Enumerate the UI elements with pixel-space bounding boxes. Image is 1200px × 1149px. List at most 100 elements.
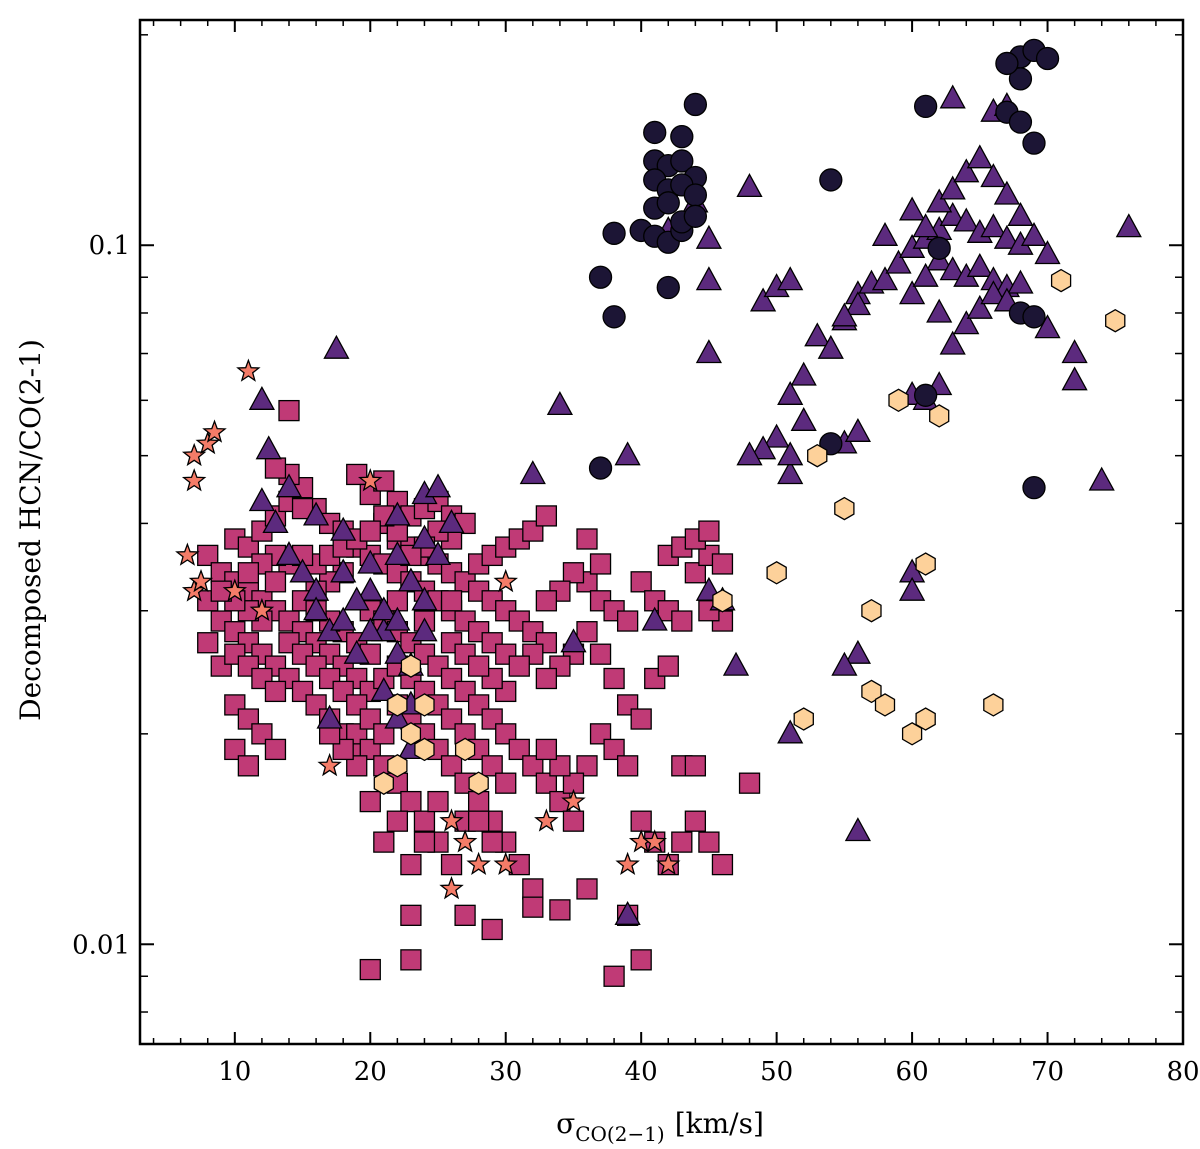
data-point-square bbox=[508, 738, 530, 761]
data-point-square bbox=[440, 755, 463, 777]
data-point-hexagon bbox=[414, 737, 435, 762]
data-point-triangle bbox=[926, 298, 953, 323]
series-hexagon bbox=[373, 268, 1126, 795]
data-point-square bbox=[535, 590, 558, 612]
data-point-triangle bbox=[695, 224, 722, 249]
data-point-triangle bbox=[939, 256, 966, 281]
data-point-triangle bbox=[330, 606, 357, 631]
data-point-triangle bbox=[939, 175, 966, 200]
data-point-hexagon bbox=[915, 707, 936, 731]
data-point-hexagon bbox=[793, 707, 814, 731]
data-point-square bbox=[616, 610, 639, 632]
data-point-square bbox=[400, 949, 422, 971]
data-point-square bbox=[467, 810, 490, 832]
data-point-star bbox=[202, 419, 227, 443]
data-point-star bbox=[656, 851, 681, 876]
data-point-star bbox=[181, 468, 207, 492]
x-axis-subscript: CO(2−1) bbox=[575, 1122, 665, 1146]
data-point-triangle bbox=[912, 213, 939, 238]
data-point-triangle bbox=[899, 280, 926, 305]
data-point-square bbox=[508, 655, 530, 677]
data-point-circle bbox=[656, 191, 680, 215]
data-point-triangle bbox=[384, 606, 411, 631]
data-point-hexagon bbox=[888, 388, 909, 413]
data-point-triangle bbox=[953, 158, 980, 183]
data-point-square bbox=[400, 790, 422, 813]
data-point-triangle bbox=[343, 639, 370, 664]
data-point-triangle bbox=[980, 163, 1007, 188]
x-tick-label: 70 bbox=[1031, 1057, 1064, 1087]
data-point-square bbox=[576, 621, 598, 643]
data-point-triangle bbox=[966, 252, 993, 277]
data-point-triangle bbox=[831, 651, 858, 676]
data-point-circle bbox=[913, 383, 938, 407]
data-point-triangle bbox=[817, 334, 844, 359]
data-point-square bbox=[197, 544, 219, 567]
x-tick-label: 30 bbox=[489, 1057, 522, 1087]
data-point-circle bbox=[588, 265, 613, 289]
data-point-triangle bbox=[980, 280, 1007, 305]
data-point-square bbox=[495, 772, 517, 794]
data-point-triangle bbox=[1007, 269, 1034, 294]
data-point-triangle bbox=[1034, 314, 1061, 339]
x-tick-label: 20 bbox=[354, 1057, 387, 1087]
data-point-triangle bbox=[777, 266, 804, 291]
data-point-square bbox=[630, 949, 652, 971]
data-point-circle bbox=[670, 125, 694, 149]
data-point-triangle bbox=[912, 262, 939, 287]
data-point-square bbox=[589, 553, 612, 575]
data-point-star bbox=[222, 578, 248, 602]
data-point-triangle bbox=[370, 596, 397, 621]
data-point-square bbox=[671, 610, 693, 632]
data-point-triangle bbox=[303, 596, 330, 621]
data-point-circle bbox=[1035, 46, 1060, 71]
data-point-square bbox=[603, 667, 625, 690]
data-point-square bbox=[481, 918, 503, 941]
data-point-square bbox=[522, 755, 544, 777]
data-point-square bbox=[576, 878, 598, 900]
data-point-triangle bbox=[695, 266, 722, 291]
data-point-square bbox=[698, 520, 720, 542]
data-point-circle bbox=[927, 236, 951, 260]
x-axis-symbol: σ bbox=[556, 1107, 575, 1140]
data-point-square bbox=[346, 755, 368, 777]
data-point-triangle bbox=[546, 391, 573, 416]
data-point-triangle bbox=[411, 617, 438, 642]
data-point-triangle bbox=[980, 213, 1007, 238]
data-point-star bbox=[466, 851, 491, 876]
data-point-square bbox=[630, 571, 652, 593]
data-point-triangle bbox=[275, 541, 303, 566]
data-point-triangle bbox=[926, 188, 953, 213]
data-point-square bbox=[237, 755, 260, 777]
data-point-triangle bbox=[844, 817, 871, 842]
series-star bbox=[175, 358, 681, 900]
data-point-hexagon bbox=[929, 404, 950, 428]
chart-marks bbox=[175, 38, 1142, 987]
data-point-triangle bbox=[1061, 339, 1088, 364]
data-point-hexagon bbox=[400, 722, 422, 746]
data-point-triangle bbox=[424, 473, 452, 498]
data-point-triangle bbox=[255, 435, 282, 460]
data-point-triangle bbox=[750, 287, 777, 312]
data-point-square bbox=[549, 755, 571, 777]
data-point-square bbox=[264, 571, 287, 593]
data-point-circle bbox=[1022, 131, 1046, 155]
data-point-triangle bbox=[641, 606, 668, 631]
data-point-circle bbox=[913, 94, 938, 119]
data-point-square bbox=[684, 755, 707, 777]
series-circle bbox=[588, 38, 1060, 500]
data-point-square bbox=[562, 810, 585, 832]
data-point-circle bbox=[683, 183, 708, 207]
data-point-circle bbox=[602, 221, 626, 245]
data-point-square bbox=[657, 655, 679, 677]
data-point-triangle bbox=[695, 339, 722, 364]
data-point-square bbox=[549, 899, 571, 921]
data-point-square bbox=[197, 632, 219, 654]
data-point-triangle bbox=[357, 576, 384, 601]
data-point-square bbox=[400, 853, 422, 876]
data-point-triangle bbox=[993, 224, 1020, 249]
data-point-triangle bbox=[777, 719, 804, 744]
data-point-square bbox=[467, 655, 490, 677]
data-point-hexagon bbox=[373, 771, 394, 795]
